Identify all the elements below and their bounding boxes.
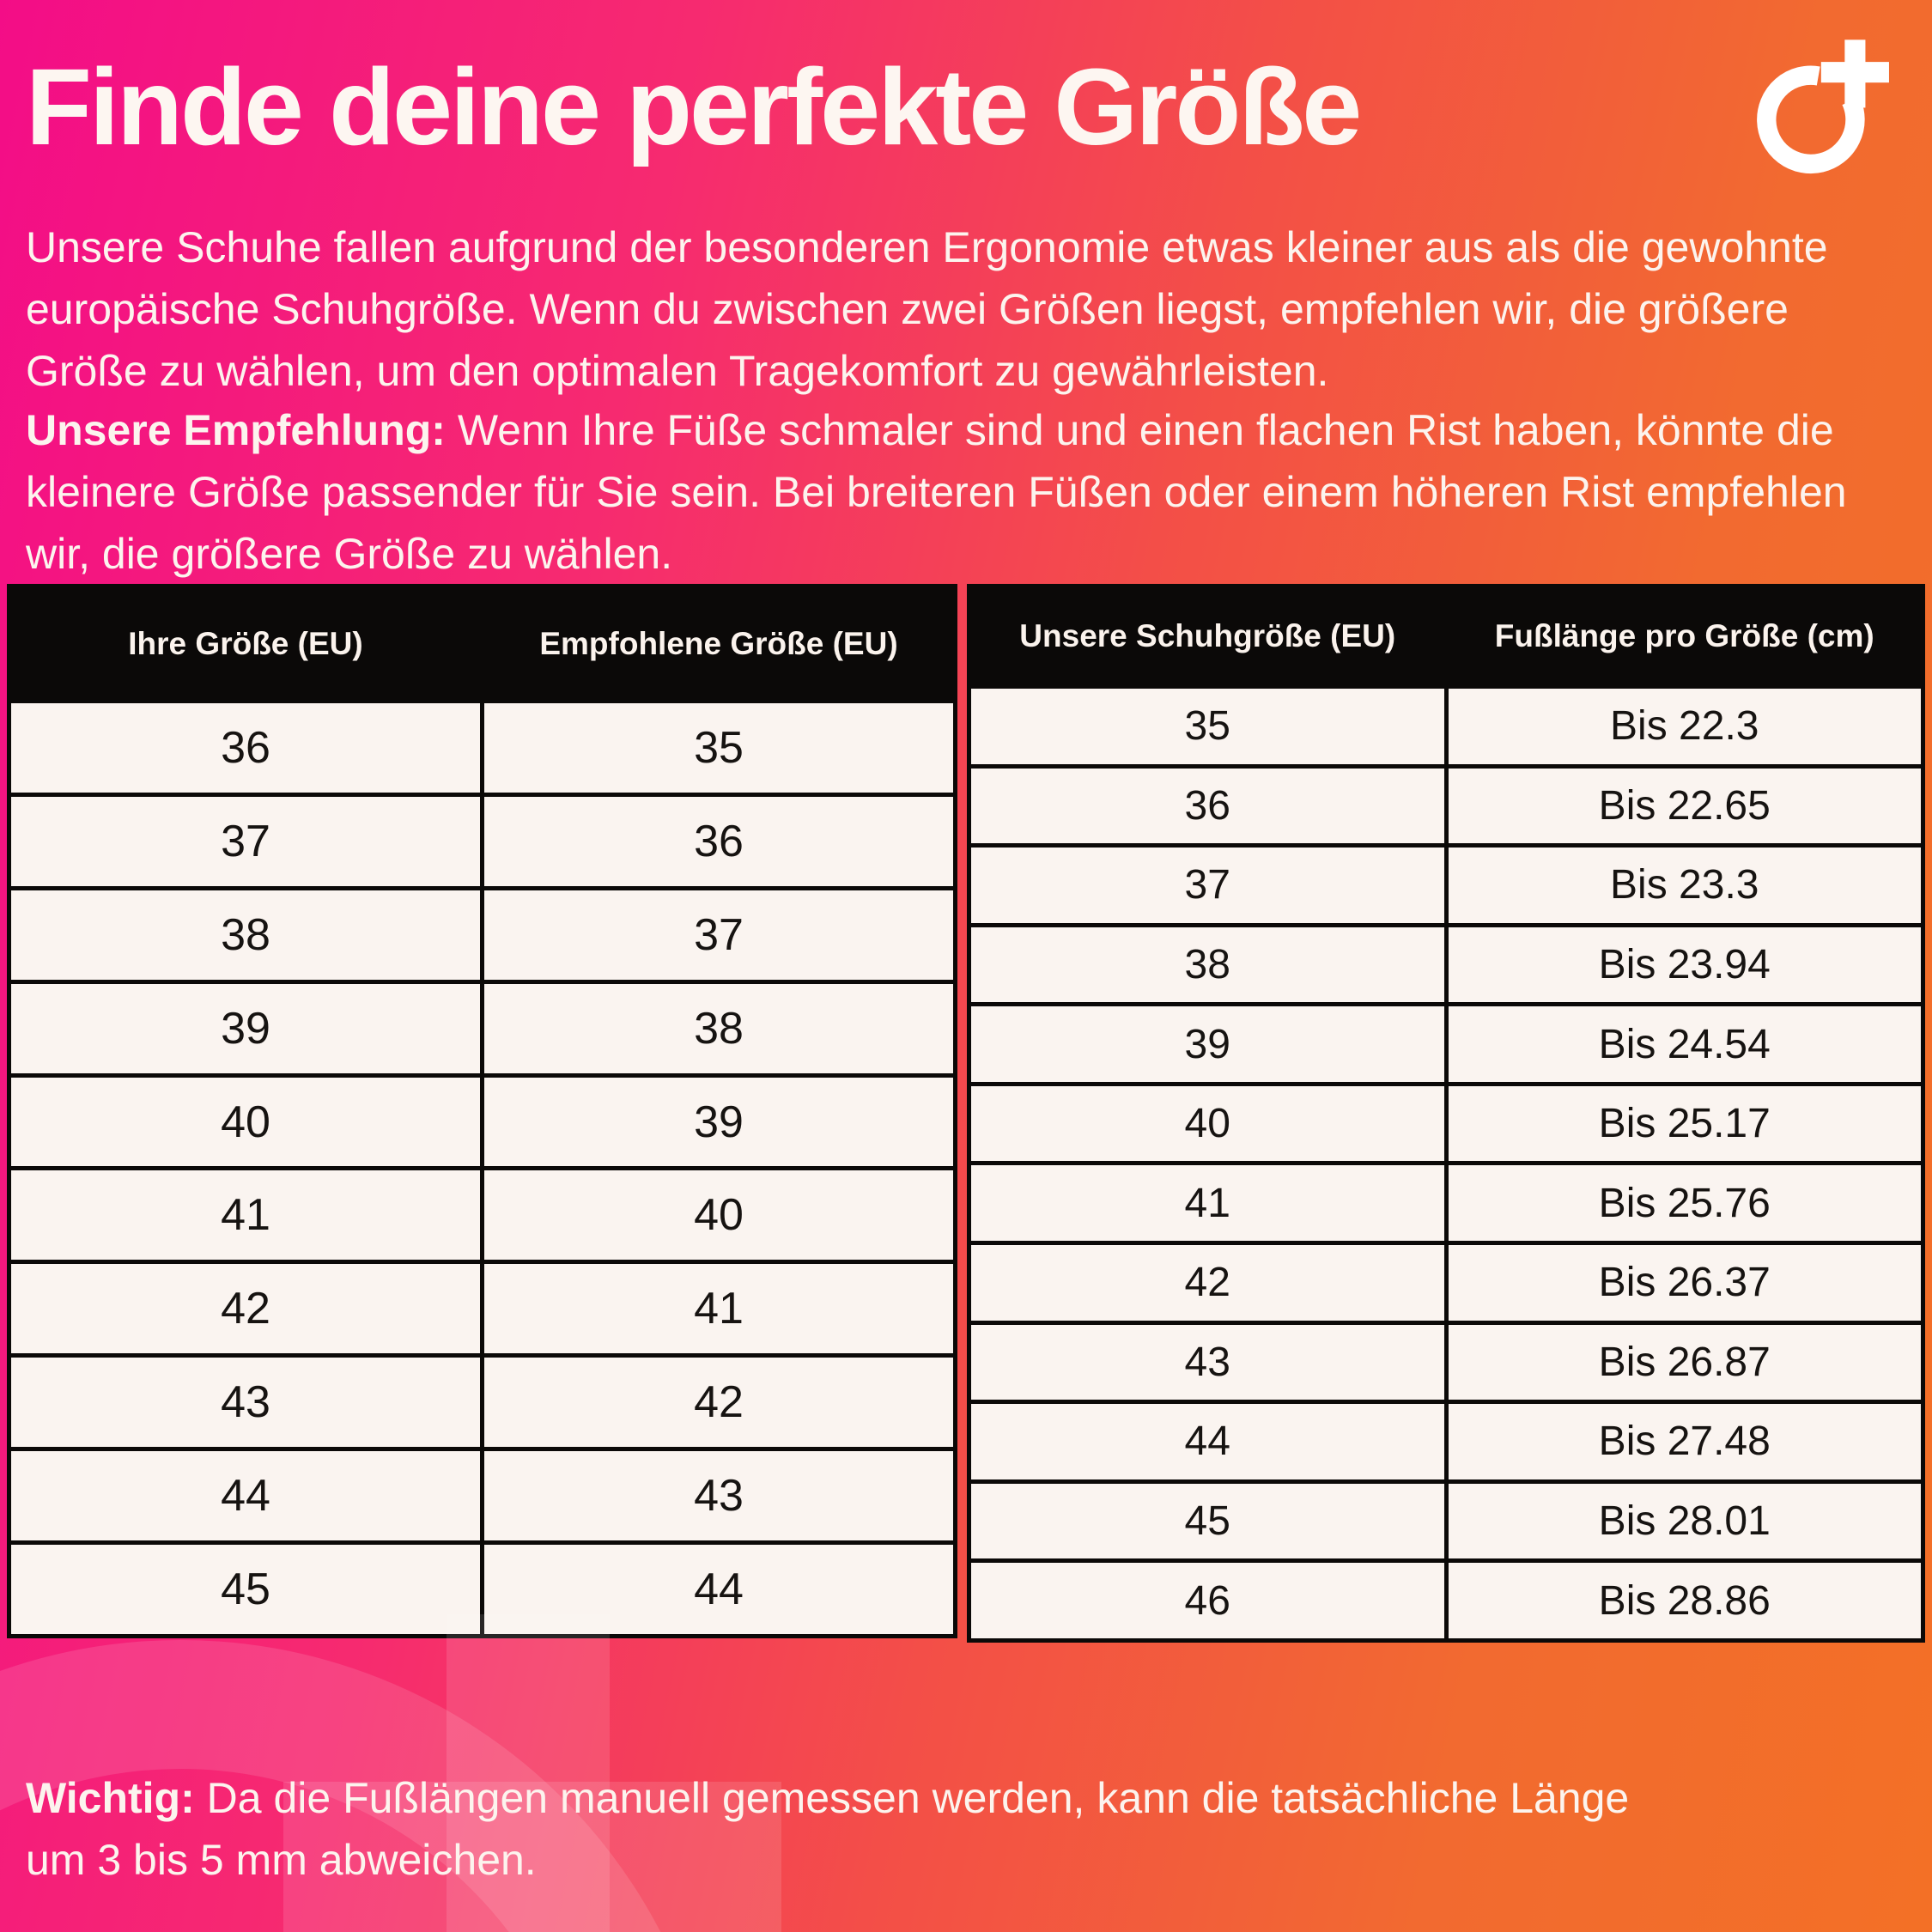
page-title: Finde deine perfekte Größe [26,46,1362,167]
table-cell: Bis 23.3 [1443,843,1925,927]
table-cell: Bis 28.01 [1443,1479,1925,1564]
table-cell: 36 [7,699,484,797]
table-cell: Bis 23.94 [1443,922,1925,1007]
table-cell: Bis 22.65 [1443,763,1925,848]
table-row: 37 Bis 23.3 [967,843,1925,927]
size-conversion-table: Ihre Größe (EU) Empfohlene Größe (EU) 36 3… [7,584,957,1638]
brand-logo-icon [1757,39,1889,174]
table-row: 41 Bis 25.76 [967,1161,1925,1246]
table-row: 38 Bis 23.94 [967,922,1925,1007]
table-row: 41 40 [7,1166,957,1265]
column-header: Empfohlene Größe (EU) [480,584,957,703]
table-cell: 37 [967,843,1449,927]
table-cell: 38 [480,979,957,1078]
table-cell: 41 [967,1161,1449,1246]
table-row: 39 38 [7,979,957,1078]
table-row: 37 36 [7,792,957,890]
column-header: Unsere Schuhgröße (EU) [967,584,1449,689]
table-cell: 37 [480,885,957,984]
recommendation-label: Unsere Empfehlung: [26,406,446,454]
table-cell: 42 [480,1353,957,1452]
table-row: 42 41 [7,1260,957,1358]
table-row: 35 Bis 22.3 [967,684,1925,769]
table-cell: 40 [967,1081,1449,1166]
table-cell: Bis 25.17 [1443,1081,1925,1166]
table-header-row: Ihre Größe (EU) Empfohlene Größe (EU) [7,584,957,703]
table-cell: 39 [7,979,484,1078]
table-cell: 38 [967,922,1449,1007]
table-header-row: Unsere Schuhgröße (EU) Fußlänge pro Größe… [967,584,1925,689]
table-row: 42 Bis 26.37 [967,1241,1925,1325]
recommendation-text: Unsere Empfehlung: Wenn Ihre Füße schmal… [26,399,1915,585]
note-body: Da die Fußlängen manuell gemessen werden… [26,1774,1630,1884]
table-cell: 35 [967,684,1449,769]
column-header: Fußlänge pro Größe (cm) [1443,584,1925,689]
table-row: 44 43 [7,1447,957,1546]
table-row: 43 42 [7,1353,957,1452]
foot-length-table: Unsere Schuhgröße (EU) Fußlänge pro Größe… [967,584,1925,1643]
table-cell: 46 [967,1558,1449,1643]
table-cell: 35 [480,699,957,797]
table-cell: 36 [967,763,1449,848]
table-cell: 36 [480,792,957,890]
table-cell: 45 [7,1540,484,1638]
table-row: 44 Bis 27.48 [967,1400,1925,1484]
table-row: 45 44 [7,1540,957,1638]
table-cell: 41 [480,1260,957,1358]
table-cell: 40 [480,1166,957,1265]
note-text: Wichtig: Da die Fußlängen manuell gemess… [26,1767,1674,1891]
table-cell: 40 [7,1072,484,1171]
table-cell: 42 [7,1260,484,1358]
table-cell: Bis 26.37 [1443,1241,1925,1325]
intro-text: Unsere Schuhe fallen aufgrund der besond… [26,223,1828,395]
table-cell: Bis 26.87 [1443,1320,1925,1405]
table-cell: 42 [967,1241,1449,1325]
table-row: 46 Bis 28.86 [967,1558,1925,1643]
table-row: 39 Bis 24.54 [967,1002,1925,1086]
column-header: Ihre Größe (EU) [7,584,484,703]
table-row: 43 Bis 26.87 [967,1320,1925,1405]
table-cell: 43 [7,1353,484,1452]
table-cell: Bis 28.86 [1443,1558,1925,1643]
table-cell: 44 [480,1540,957,1638]
table-cell: 43 [967,1320,1449,1405]
table-row: 36 35 [7,699,957,797]
table-row: 36 Bis 22.65 [967,763,1925,848]
recommendation-body: Wenn Ihre Füße schmaler sind und einen f… [26,406,1847,578]
table-cell: Bis 27.48 [1443,1400,1925,1484]
table-cell: 45 [967,1479,1449,1564]
note-label: Wichtig: [26,1774,195,1822]
table-cell: Bis 25.76 [1443,1161,1925,1246]
table-row: 40 Bis 25.17 [967,1081,1925,1166]
table-cell: Bis 22.3 [1443,684,1925,769]
table-cell: Bis 24.54 [1443,1002,1925,1086]
table-cell: 37 [7,792,484,890]
table-cell: 41 [7,1166,484,1265]
table-row: 45 Bis 28.01 [967,1479,1925,1564]
table-cell: 39 [967,1002,1449,1086]
table-cell: 39 [480,1072,957,1171]
table-cell: 38 [7,885,484,984]
table-cell: 43 [480,1447,957,1546]
table-cell: 44 [967,1400,1449,1484]
table-cell: 44 [7,1447,484,1546]
table-row: 40 39 [7,1072,957,1171]
table-row: 38 37 [7,885,957,984]
